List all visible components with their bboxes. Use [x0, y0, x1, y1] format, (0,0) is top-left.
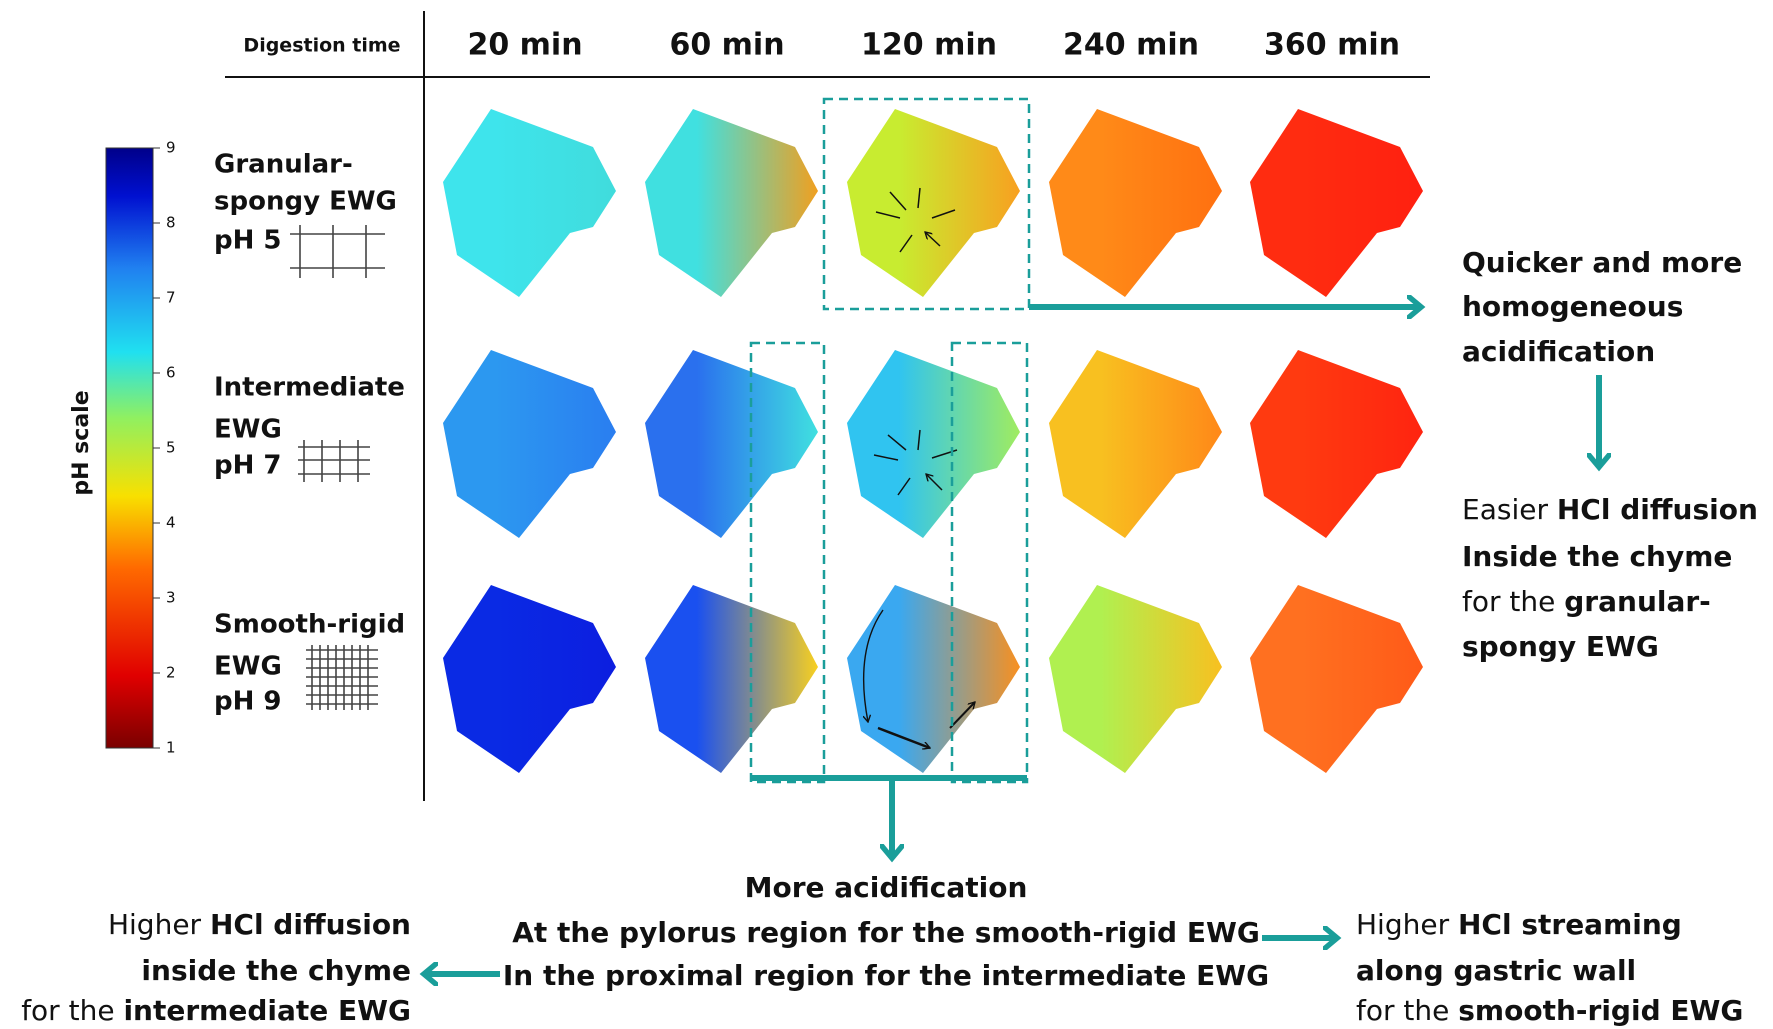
row-label: EWG [214, 415, 282, 445]
annotation-line: for the smooth-rigid EWG [1356, 994, 1743, 1027]
annotation-line: inside the chyme [141, 954, 411, 987]
annotation-line: More acidification [745, 871, 1028, 904]
column-header: 120 min [861, 28, 997, 63]
annotation-segment: HCl diffusion [210, 908, 411, 941]
ph-map [443, 109, 616, 297]
row-label: spongy EWG [214, 187, 397, 217]
tick-label: 1 [166, 739, 176, 757]
annotation-segment: Easier [1462, 493, 1557, 526]
ph-map [1250, 350, 1423, 538]
annotation-segment: along gastric wall [1356, 954, 1636, 987]
tick-label: 8 [166, 214, 176, 232]
annotation-segment: Inside the chyme [1462, 540, 1732, 573]
ph-map [1250, 109, 1423, 297]
color-bar-label: pH scale [69, 390, 94, 495]
tick-label: 3 [166, 589, 176, 607]
annotation-line: Quicker and more [1462, 246, 1742, 279]
tick-label: 2 [166, 664, 176, 682]
annotation-segment: granular- [1564, 585, 1711, 618]
annotation-segment: inside the chyme [141, 954, 411, 987]
tick-label: 7 [166, 289, 176, 307]
annotation-segment: smooth-rigid EWG [1458, 994, 1743, 1027]
annotation-line: Inside the chyme [1462, 540, 1732, 573]
color-bar [105, 147, 154, 749]
ph-map [847, 109, 1020, 297]
column-header: 60 min [669, 28, 784, 63]
annotation-line: along gastric wall [1356, 954, 1636, 987]
row-label: pH 5 [214, 226, 282, 256]
column-header: 240 min [1063, 28, 1199, 63]
annotation-segment: for the [1462, 585, 1564, 618]
tick-label: 4 [166, 514, 176, 532]
ph-map [645, 350, 818, 538]
small-arrows [864, 187, 975, 748]
annotation-line: acidification [1462, 335, 1655, 368]
annotation-line: Higher HCl diffusion [108, 908, 411, 941]
header-label: Digestion time [243, 35, 400, 57]
annotation-line: In the proximal region for the intermedi… [503, 959, 1269, 992]
annotation-segment: for the [1356, 994, 1458, 1027]
row-label: pH 9 [214, 687, 282, 717]
annotation-segment: for the [21, 994, 123, 1027]
annotation-line: At the pylorus region for the smooth-rig… [512, 916, 1260, 949]
annotation-segment: spongy EWG [1462, 630, 1659, 663]
tick-label: 5 [166, 439, 176, 457]
ph-map [443, 350, 616, 538]
annotation-line: Easier HCl diffusion [1462, 493, 1758, 526]
grid-icons [290, 225, 385, 710]
ph-map [847, 585, 1020, 773]
tick-label: 6 [166, 364, 176, 382]
annotation-segment: Higher [1356, 908, 1458, 941]
ph-map [645, 585, 818, 773]
annotation-segment: Higher [108, 908, 210, 941]
connector-arrows [425, 307, 1599, 974]
annotation-segment: HCl diffusion [1557, 493, 1758, 526]
ph-map [1049, 109, 1222, 297]
annotation-line: for the intermediate EWG [21, 994, 411, 1027]
annotation-line: for the granular- [1462, 585, 1711, 618]
row-label: EWG [214, 652, 282, 682]
ph-map [645, 109, 818, 297]
ph-map [1250, 585, 1423, 773]
ph-map [443, 585, 616, 773]
row-label: Intermediate [214, 373, 405, 403]
ph-maps [443, 109, 1423, 773]
row-label: Granular- [214, 150, 353, 180]
row-label: Smooth-rigid [214, 610, 405, 640]
annotation-segment: intermediate EWG [123, 994, 411, 1027]
annotation-line: Higher HCl streaming [1356, 908, 1682, 941]
column-header: 360 min [1264, 28, 1400, 63]
highlight-boxes [749, 97, 1031, 784]
row-label: pH 7 [214, 451, 282, 481]
annotation-line: spongy EWG [1462, 630, 1659, 663]
annotation-segment: HCl streaming [1458, 908, 1682, 941]
ph-map [1049, 350, 1222, 538]
ph-map [847, 350, 1020, 538]
tick-label: 9 [166, 139, 176, 157]
ph-map [1049, 585, 1222, 773]
column-header: 20 min [467, 28, 582, 63]
annotation-line: homogeneous [1462, 290, 1683, 323]
